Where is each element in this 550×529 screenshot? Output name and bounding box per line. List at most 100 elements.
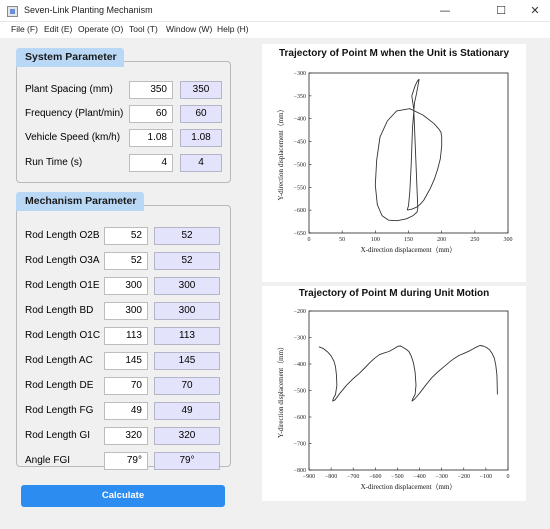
vehicle-speed-input[interactable]: 1.08: [129, 129, 173, 147]
motion-x-tick-label: −900: [303, 474, 315, 480]
rod-bd-input[interactable]: 300: [104, 302, 148, 320]
vehicle-speed-display: 1.08: [180, 129, 222, 147]
rod-o1c-display: 113: [154, 327, 220, 345]
motion-x-tick-label: −400: [413, 474, 425, 480]
system-parameter-header: System Parameter: [16, 48, 124, 67]
angle-fgi-display: 79°: [154, 452, 220, 470]
rod-o1c-label: Rod Length O1C: [25, 330, 101, 341]
stationary-x-tick-label: 250: [470, 237, 479, 243]
motion-x-tick-label: −700: [347, 474, 359, 480]
window-title: Seven-Link Planting Mechanism: [24, 5, 153, 15]
motion-y-axis-label: Y-direction displacement（mm）: [277, 343, 285, 438]
run-time-label: Run Time (s): [25, 157, 83, 168]
rod-o1e-input[interactable]: 300: [104, 277, 148, 295]
angle-fgi-label: Angle FGI: [25, 455, 71, 466]
rod-fg-display: 49: [154, 402, 220, 420]
motion-x-tick-label: 0: [507, 474, 510, 480]
rod-o2b-input[interactable]: 52: [104, 227, 148, 245]
motion-x-tick-label: −800: [325, 474, 337, 480]
rod-de-display: 70: [154, 377, 220, 395]
run-time-input[interactable]: 4: [129, 154, 173, 172]
stationary-plot-frame: [308, 72, 509, 234]
rod-gi-display: 320: [154, 427, 220, 445]
motion-x-tick-label: −500: [391, 474, 403, 480]
stationary-x-tick-label: 200: [437, 237, 446, 243]
stationary-x-tick-label: 300: [504, 237, 513, 243]
menu-bar: File (F) Edit (E) Operate (O) Tool (T) W…: [0, 22, 550, 38]
motion-y-tick-label: −700: [294, 442, 306, 448]
app-icon: [7, 6, 18, 17]
stationary-x-tick-label: 50: [339, 237, 345, 243]
stationary-y-axis-label: Y-direction displacement（mm）: [277, 105, 285, 200]
rod-ac-label: Rod Length AC: [25, 355, 93, 366]
stationary-chart-title: Trajectory of Point M when the Unit is S…: [278, 48, 510, 59]
stationary-y-tick-label: −550: [294, 185, 306, 191]
motion-trajectory-panel: Trajectory of Point M during Unit Motion…: [262, 286, 526, 501]
rod-o1c-input[interactable]: 113: [104, 327, 148, 345]
plant-spacing-input[interactable]: 350: [129, 81, 173, 99]
frequency-display: 60: [180, 105, 222, 123]
stationary-y-tick-label: −350: [294, 94, 306, 100]
stationary-y-tick-label: −400: [294, 117, 306, 123]
menu-edit[interactable]: Edit (E): [44, 24, 73, 34]
rod-fg-label: Rod Length FG: [25, 405, 94, 416]
frequency-input[interactable]: 60: [129, 105, 173, 123]
motion-y-tick-label: −300: [294, 336, 306, 342]
stationary-x-tick-label: 100: [371, 237, 380, 243]
motion-y-tick-label: −400: [294, 362, 306, 368]
maximize-button[interactable]: ☐: [496, 4, 506, 17]
rod-gi-input[interactable]: 320: [104, 427, 148, 445]
menu-file[interactable]: File (F): [11, 24, 38, 34]
rod-o1e-display: 300: [154, 277, 220, 295]
vehicle-speed-label: Vehicle Speed (km/h): [25, 132, 121, 143]
stationary-trajectory-line: [374, 78, 443, 222]
angle-fgi-input[interactable]: 79°: [104, 452, 148, 470]
motion-x-tick-label: −200: [458, 474, 470, 480]
rod-bd-display: 300: [154, 302, 220, 320]
motion-y-tick-label: −200: [294, 309, 306, 315]
rod-o3a-display: 52: [154, 252, 220, 270]
minimize-button[interactable]: —: [439, 4, 451, 17]
stationary-x-tick-label: 0: [308, 237, 311, 243]
plant-spacing-display: 350: [180, 81, 222, 99]
motion-chart-title: Trajectory of Point M during Unit Motion: [298, 288, 490, 299]
run-time-display: 4: [180, 154, 222, 172]
menu-window[interactable]: Window (W): [166, 24, 213, 34]
stationary-y-tick-label: −600: [294, 208, 306, 214]
menu-help[interactable]: Help (H): [217, 24, 249, 34]
close-button[interactable]: ✕: [530, 4, 540, 17]
rod-o2b-display: 52: [154, 227, 220, 245]
stationary-y-tick-label: −450: [294, 140, 306, 146]
rod-ac-display: 145: [154, 352, 220, 370]
motion-x-tick-label: −100: [480, 474, 492, 480]
rod-bd-label: Rod Length BD: [25, 305, 94, 316]
calculate-button[interactable]: Calculate: [21, 485, 225, 507]
rod-de-label: Rod Length DE: [25, 380, 94, 391]
motion-x-tick-label: −600: [369, 474, 381, 480]
rod-o1e-label: Rod Length O1E: [25, 280, 100, 291]
motion-y-tick-label: −500: [294, 389, 306, 395]
motion-plot-frame: [308, 310, 509, 471]
mechanism-parameter-header: Mechanism Parameter: [16, 192, 144, 211]
menu-tool[interactable]: Tool (T): [129, 24, 158, 34]
rod-ac-input[interactable]: 145: [104, 352, 148, 370]
stationary-trajectory-chart: 0 50 100 150 200 250 300 −300 −350 −400 −450 −500 −5…: [277, 71, 513, 254]
rod-gi-label: Rod Length GI: [25, 430, 91, 441]
motion-y-tick-label: −600: [294, 415, 306, 421]
rod-o3a-input[interactable]: 52: [104, 252, 148, 270]
motion-x-tick-label: −300: [435, 474, 447, 480]
title-bar: Seven-Link Planting Mechanism — ☐ ✕: [0, 0, 550, 22]
frequency-label: Frequency (Plant/min): [25, 108, 124, 119]
rod-fg-input[interactable]: 49: [104, 402, 148, 420]
stationary-y-tick-label: −650: [294, 231, 306, 237]
menu-operate[interactable]: Operate (O): [78, 24, 124, 34]
motion-trajectory-line: [318, 345, 498, 402]
motion-y-tick-label: −800: [294, 468, 306, 474]
stationary-trajectory-panel: Trajectory of Point M when the Unit is S…: [262, 44, 526, 282]
motion-trajectory-chart: −900 −800 −700 −600 −500 −400 −300 −200 −100 0−20…: [277, 309, 510, 491]
plant-spacing-label: Plant Spacing (mm): [25, 84, 113, 95]
stationary-x-tick-label: 150: [404, 237, 413, 243]
stationary-y-tick-label: −300: [294, 71, 306, 77]
stationary-y-tick-label: −500: [294, 162, 306, 168]
rod-de-input[interactable]: 70: [104, 377, 148, 395]
